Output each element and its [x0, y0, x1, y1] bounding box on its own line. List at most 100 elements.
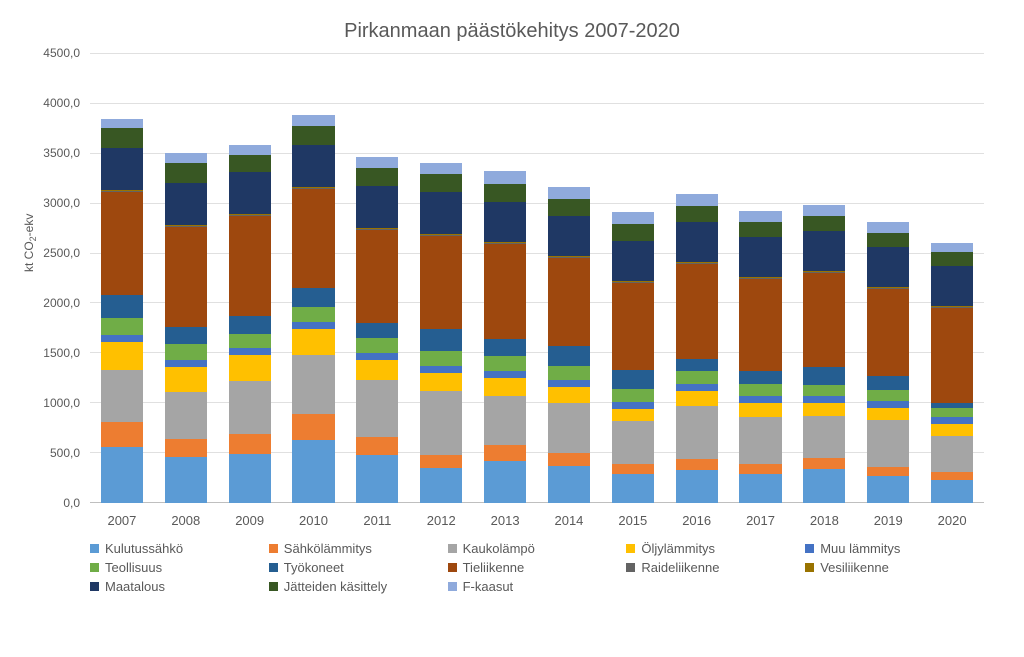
bar-segment-kaukolampo	[292, 355, 334, 414]
stacked-bar	[229, 145, 271, 503]
legend-label: Sähkölämmitys	[284, 541, 372, 556]
x-tick-label: 2014	[537, 508, 601, 533]
bar-segment-tyokoneet	[165, 327, 207, 344]
bar-group	[601, 53, 665, 503]
stacked-bar	[803, 205, 845, 503]
bar-segment-maatalous	[867, 247, 909, 287]
x-tick-label: 2008	[154, 508, 218, 533]
bar-segment-tieliikenne	[292, 189, 334, 288]
bar-segment-oljylammitys	[229, 355, 271, 381]
stacked-bar	[420, 163, 462, 503]
bar-segment-teollisuus	[165, 344, 207, 360]
bar-segment-kulutussahko	[931, 480, 973, 503]
y-tick: 4500,0	[43, 46, 80, 60]
bar-segment-tieliikenne	[548, 258, 590, 346]
bar-segment-maatalous	[612, 241, 654, 281]
bar-segment-fkaasut	[803, 205, 845, 216]
bar-segment-muulammitys	[484, 371, 526, 378]
bar-segment-sahkolammitys	[165, 439, 207, 457]
bar-segment-sahkolammitys	[739, 464, 781, 474]
legend-item-oljylammitys: Öljylämmitys	[626, 541, 805, 556]
bar-segment-kulutussahko	[484, 461, 526, 503]
bar-segment-fkaasut	[420, 163, 462, 174]
x-tick-label: 2009	[218, 508, 282, 533]
bar-segment-fkaasut	[292, 115, 334, 126]
bar-segment-oljylammitys	[548, 387, 590, 403]
bar-segment-teollisuus	[101, 318, 143, 335]
bar-segment-tieliikenne	[676, 264, 718, 359]
bar-segment-kaukolampo	[484, 396, 526, 445]
bar-segment-muulammitys	[739, 396, 781, 403]
bar-segment-teollisuus	[420, 351, 462, 366]
bar-segment-sahkolammitys	[356, 437, 398, 455]
bar-segment-maatalous	[101, 148, 143, 190]
bar-segment-muulammitys	[292, 322, 334, 329]
bar-segment-tieliikenne	[101, 192, 143, 295]
bar-segment-teollisuus	[292, 307, 334, 322]
bar-segment-tyokoneet	[676, 359, 718, 371]
y-tick: 1500,0	[43, 346, 80, 360]
bar-segment-kulutussahko	[165, 457, 207, 503]
stacked-bar	[612, 212, 654, 503]
bar-segment-sahkolammitys	[420, 455, 462, 468]
bar-group	[792, 53, 856, 503]
bar-segment-kaukolampo	[165, 392, 207, 439]
legend: KulutussähköSähkölämmitysKaukolämpöÖljyl…	[90, 541, 984, 594]
legend-label: Tieliikenne	[463, 560, 525, 575]
legend-swatch	[448, 582, 457, 591]
bar-segment-maatalous	[229, 172, 271, 214]
chart-title: Pirkanmaan päästökehitys 2007-2020	[30, 20, 994, 43]
x-tick-label: 2007	[90, 508, 154, 533]
bar-segment-sahkolammitys	[612, 464, 654, 474]
bar-segment-fkaasut	[739, 211, 781, 222]
bar-segment-kaukolampo	[548, 403, 590, 453]
bar-segment-maatalous	[548, 216, 590, 256]
bar-segment-kaukolampo	[867, 420, 909, 467]
bar-segment-jatteet	[676, 206, 718, 222]
stacked-bar	[484, 171, 526, 503]
y-tick: 0,0	[63, 496, 80, 510]
legend-swatch	[269, 563, 278, 572]
y-tick: 1000,0	[43, 396, 80, 410]
legend-swatch	[90, 582, 99, 591]
bar-segment-kulutussahko	[867, 476, 909, 503]
bar-segment-teollisuus	[803, 385, 845, 396]
bar-segment-kaukolampo	[739, 417, 781, 464]
bar-segment-tieliikenne	[612, 283, 654, 370]
bar-segment-muulammitys	[803, 396, 845, 403]
legend-swatch	[805, 544, 814, 553]
y-tick: 3000,0	[43, 196, 80, 210]
bar-segment-kulutussahko	[612, 474, 654, 503]
bars-area	[90, 53, 984, 503]
legend-swatch	[90, 563, 99, 572]
bar-segment-maatalous	[931, 266, 973, 306]
x-tick-label: 2015	[601, 508, 665, 533]
bar-segment-muulammitys	[165, 360, 207, 367]
bar-segment-tyokoneet	[867, 376, 909, 390]
x-tick-label: 2019	[856, 508, 920, 533]
stacked-bar	[867, 222, 909, 503]
bar-segment-muulammitys	[101, 335, 143, 342]
legend-swatch	[448, 563, 457, 572]
legend-label: Öljylämmitys	[641, 541, 715, 556]
bar-segment-maatalous	[356, 186, 398, 228]
legend-item-tyokoneet: Työkoneet	[269, 560, 448, 575]
bar-segment-fkaasut	[165, 153, 207, 163]
bar-segment-fkaasut	[548, 187, 590, 199]
bar-segment-sahkolammitys	[676, 459, 718, 470]
bar-segment-oljylammitys	[676, 391, 718, 406]
bar-segment-jatteet	[165, 163, 207, 183]
bar-segment-tyokoneet	[803, 367, 845, 385]
legend-item-vesiliikenne: Vesiliikenne	[805, 560, 984, 575]
bar-segment-tyokoneet	[739, 371, 781, 384]
bar-segment-kaukolampo	[229, 381, 271, 434]
bar-segment-oljylammitys	[484, 378, 526, 396]
bar-segment-oljylammitys	[101, 342, 143, 370]
stacked-bar	[548, 187, 590, 503]
legend-label: Jätteiden käsittely	[284, 579, 387, 594]
x-tick-label: 2012	[409, 508, 473, 533]
bar-segment-muulammitys	[867, 401, 909, 408]
bar-segment-muulammitys	[612, 402, 654, 409]
bar-segment-muulammitys	[931, 417, 973, 424]
bar-segment-jatteet	[356, 168, 398, 186]
